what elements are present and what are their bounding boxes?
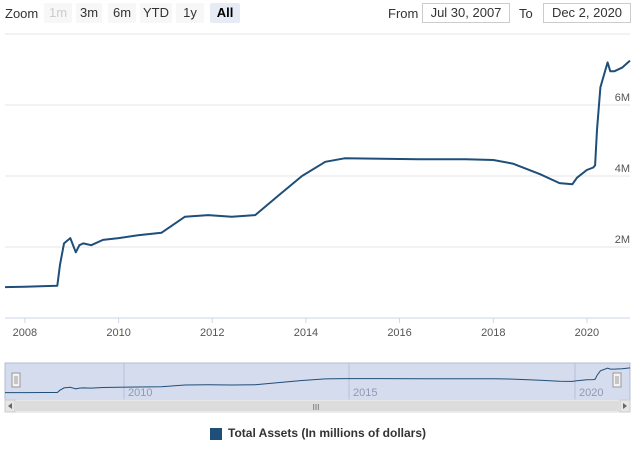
scroll-right-arrow[interactable] bbox=[619, 399, 631, 413]
navigator-left-handle[interactable] bbox=[11, 372, 21, 388]
navigator-scrollbar-thumb[interactable] bbox=[16, 401, 619, 411]
y-tick-label: 2M bbox=[615, 234, 630, 246]
navigator-right-handle[interactable] bbox=[612, 372, 622, 388]
main-chart[interactable]: 2008 2010 2012 2014 2016 2018 2020 2M 4M 6M bbox=[0, 0, 640, 345]
y-axis: 2M 4M 6M bbox=[615, 92, 630, 246]
series-line-total-assets[interactable] bbox=[4, 59, 631, 289]
x-tick-label: 2012 bbox=[200, 327, 224, 339]
zoom-ytd-button[interactable]: YTD bbox=[140, 3, 172, 23]
x-tick-label: 2016 bbox=[387, 327, 411, 339]
to-date-input[interactable]: Dec 2, 2020 bbox=[543, 3, 631, 23]
to-label: To bbox=[519, 6, 533, 21]
scrollbar-grip-icon: III bbox=[313, 403, 320, 412]
navigator-series bbox=[5, 367, 631, 394]
zoom-1y-button[interactable]: 1y bbox=[176, 3, 204, 23]
navigator-year-label: 2015 bbox=[353, 387, 377, 399]
y-tick-label: 6M bbox=[615, 92, 630, 104]
x-tick-label: 2010 bbox=[106, 327, 130, 339]
grid-lines bbox=[5, 33, 630, 248]
navigator-year-label: 2010 bbox=[128, 387, 152, 399]
navigator-year-label: 2020 bbox=[579, 387, 603, 399]
legend-label: Total Assets (In millions of dollars) bbox=[228, 426, 427, 440]
x-tick-label: 2014 bbox=[294, 327, 318, 339]
x-tick-label: 2018 bbox=[481, 327, 505, 339]
zoom-label: Zoom bbox=[5, 6, 39, 21]
plot-area bbox=[4, 59, 631, 289]
zoom-1m-button[interactable]: 1m bbox=[44, 3, 72, 23]
x-tick-label: 2020 bbox=[575, 327, 599, 339]
zoom-3m-button[interactable]: 3m bbox=[76, 3, 102, 23]
y-tick-label: 4M bbox=[615, 163, 630, 175]
from-date-input[interactable]: Jul 30, 2007 bbox=[422, 3, 510, 23]
scroll-left-arrow[interactable] bbox=[4, 399, 16, 413]
legend-swatch-icon bbox=[210, 428, 222, 440]
from-label: From bbox=[388, 6, 419, 21]
zoom-6m-button[interactable]: 6m bbox=[108, 3, 136, 23]
x-axis: 2008 2010 2012 2014 2016 2018 2020 bbox=[13, 318, 599, 339]
navigator[interactable]: 2010 2015 2020 III bbox=[0, 355, 640, 415]
range-selector-toolbar: Zoom 1m 3m 6m YTD 1y All From Jul 30, 20… bbox=[0, 0, 640, 28]
zoom-all-button[interactable]: All bbox=[210, 3, 240, 23]
navigator-selected-range bbox=[4, 362, 631, 401]
x-tick-label: 2008 bbox=[13, 327, 37, 339]
navigator-series-line bbox=[5, 367, 631, 394]
